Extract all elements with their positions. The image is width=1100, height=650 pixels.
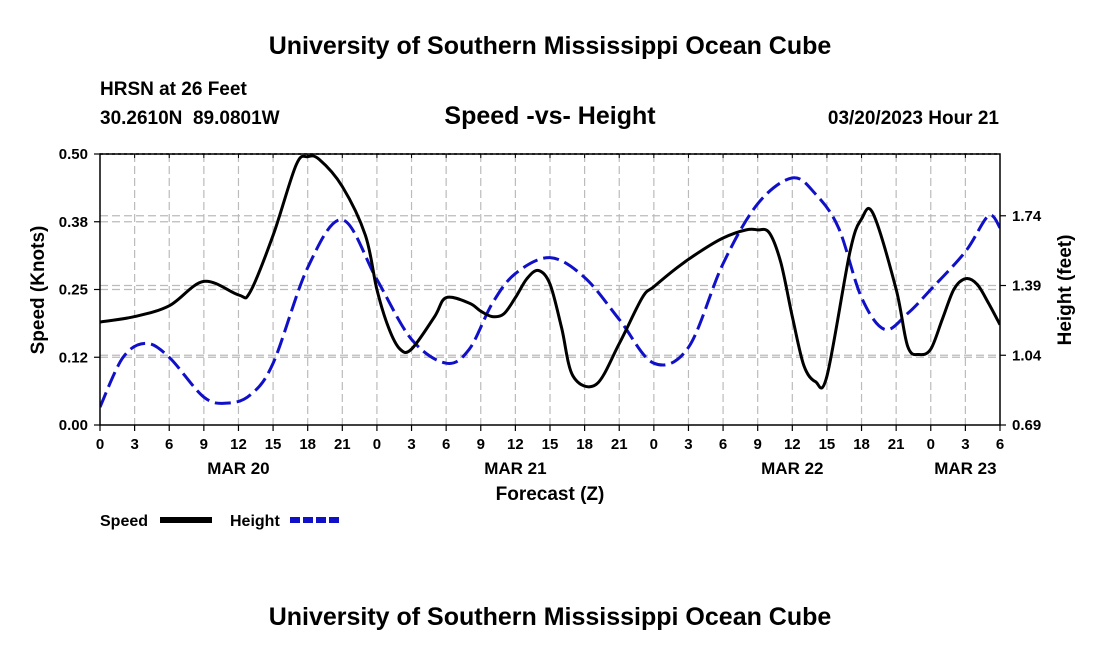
x-tick-label: 21 xyxy=(334,436,351,453)
x-tick-label: 18 xyxy=(853,436,870,453)
x-date-label: MAR 20 xyxy=(207,459,269,478)
coordinates-label: 30.2610N 89.0801W xyxy=(100,108,280,129)
station-label: HRSN at 26 Feet xyxy=(100,79,247,100)
chart-subtitle: Speed -vs- Height xyxy=(444,102,656,130)
x-tick-label: 18 xyxy=(299,436,316,453)
x-tick-label: 0 xyxy=(927,436,935,453)
x-axis-label: Forecast (Z) xyxy=(496,484,605,505)
x-tick-label: 0 xyxy=(373,436,381,453)
x-tick-label: 15 xyxy=(542,436,559,453)
x-tick-label: 3 xyxy=(407,436,415,453)
footer-title: University of Southern Mississippi Ocean… xyxy=(269,603,832,631)
x-tick-label: 15 xyxy=(819,436,836,453)
x-tick-label: 0 xyxy=(96,436,104,453)
y-tick-label: 0.25 xyxy=(59,282,88,299)
y2-tick-label: 1.74 xyxy=(1012,208,1042,225)
axes: 0 3 6 9 12 15 18 21 0 3 6 9 12 15 18 21 0 3 6 9 12 15 18 21 0 3 6M… xyxy=(59,146,1042,478)
x-tick-label: 15 xyxy=(265,436,282,453)
x-date-label: MAR 22 xyxy=(761,459,823,478)
y2-axis-label: Height (feet) xyxy=(1055,235,1076,346)
x-tick-label: 12 xyxy=(507,436,524,453)
x-tick-label: 0 xyxy=(650,436,658,453)
y2-tick-label: 0.69 xyxy=(1012,417,1041,434)
x-tick-label: 21 xyxy=(611,436,628,453)
grid xyxy=(100,153,1000,425)
y-axis-label: Speed (Knots) xyxy=(28,226,49,355)
x-tick-label: 9 xyxy=(200,436,208,453)
x-tick-label: 6 xyxy=(442,436,450,453)
speed-series-line xyxy=(100,154,1000,390)
x-tick-label: 9 xyxy=(477,436,485,453)
x-tick-label: 3 xyxy=(684,436,692,453)
legend-speed-label: Speed xyxy=(100,513,148,530)
page-title: University of Southern Mississippi Ocean… xyxy=(269,32,832,60)
y-tick-label: 0.00 xyxy=(59,417,88,434)
height-series-line xyxy=(100,176,1000,408)
x-date-label: MAR 23 xyxy=(934,459,996,478)
x-tick-label: 12 xyxy=(230,436,247,453)
y-tick-label: 0.50 xyxy=(59,146,88,163)
y-tick-label: 0.12 xyxy=(59,349,88,366)
x-tick-label: 6 xyxy=(996,436,1004,453)
x-tick-label: 3 xyxy=(130,436,138,453)
series-lines xyxy=(100,154,1000,408)
legend-height-label: Height xyxy=(230,513,280,530)
x-tick-label: 6 xyxy=(719,436,727,453)
x-tick-label: 18 xyxy=(576,436,593,453)
y2-tick-label: 1.39 xyxy=(1012,278,1041,295)
y-tick-label: 0.38 xyxy=(59,214,88,231)
legend: Speed Height xyxy=(100,513,342,530)
x-tick-label: 9 xyxy=(754,436,762,453)
y2-tick-label: 1.04 xyxy=(1012,347,1042,364)
x-tick-label: 3 xyxy=(961,436,969,453)
x-tick-label: 12 xyxy=(784,436,801,453)
x-date-label: MAR 21 xyxy=(484,459,546,478)
datetime-label: 03/20/2023 Hour 21 xyxy=(828,108,1000,129)
x-tick-label: 21 xyxy=(888,436,905,453)
x-tick-label: 6 xyxy=(165,436,173,453)
